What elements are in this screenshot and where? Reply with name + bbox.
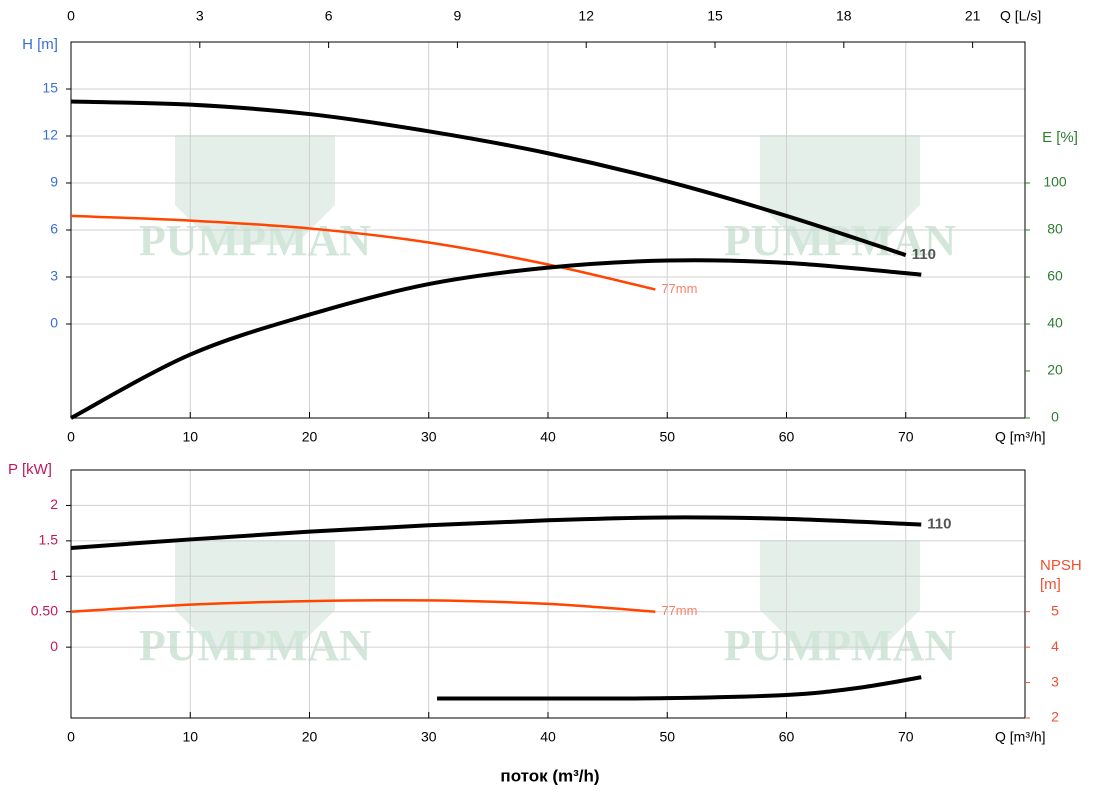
x-tick-label: 0	[67, 429, 75, 445]
x-tick-label: 40	[540, 729, 556, 745]
y-axis-label: P [kW]	[8, 461, 52, 478]
y2-tick-label: 20	[1047, 362, 1063, 378]
x2-tick-label: 12	[578, 8, 594, 24]
y-tick-label: 12	[42, 127, 58, 143]
y2-tick-label: 100	[1043, 174, 1067, 190]
y2-tick-label: 5	[1051, 602, 1059, 618]
curve-label: 77mm	[661, 603, 697, 618]
y-tick-label: 1.5	[39, 532, 59, 548]
y2-tick-label: 4	[1051, 638, 1059, 654]
x-axis-label: Q [m³/h]	[995, 429, 1046, 445]
x2-tick-label: 6	[325, 8, 333, 24]
x2-tick-label: 18	[836, 8, 852, 24]
x2-tick-label: 0	[67, 8, 75, 24]
y-tick-label: 0.50	[31, 602, 58, 618]
watermark: PUMPMAN	[724, 216, 956, 265]
x2-tick-label: 21	[965, 8, 981, 24]
curve	[70, 258, 922, 420]
y-tick-label: 0	[50, 315, 58, 331]
watermark-icon	[175, 135, 335, 245]
x-tick-label: 20	[302, 729, 318, 745]
y-tick-label: 6	[50, 221, 58, 237]
x-tick-label: 30	[421, 429, 437, 445]
y-tick-label: 3	[50, 268, 58, 284]
y2-tick-label: 40	[1047, 315, 1063, 331]
y-tick-label: 15	[42, 80, 58, 96]
watermark-icon	[760, 540, 920, 650]
x2-axis-label: Q [L/s]	[1000, 8, 1041, 24]
y2-tick-label: 2	[1051, 709, 1059, 725]
x-title: поток (m³/h)	[500, 766, 599, 785]
watermark: PUMPMAN	[724, 621, 956, 670]
curve-label: 77mm	[661, 281, 697, 296]
curve	[437, 675, 922, 701]
watermark-icon	[760, 135, 920, 245]
y-tick-label: 0	[50, 638, 58, 654]
x-tick-label: 70	[898, 729, 914, 745]
y-tick-label: 9	[50, 174, 58, 190]
x-tick-label: 60	[779, 729, 795, 745]
curve	[70, 598, 656, 613]
x2-tick-label: 9	[454, 8, 462, 24]
curve-label: 110	[912, 246, 936, 263]
y2-tick-label: 0	[1051, 409, 1059, 425]
x-tick-label: 10	[182, 429, 198, 445]
y2-tick-label: 3	[1051, 673, 1059, 689]
y-tick-label: 1	[50, 567, 58, 583]
watermark-icon	[175, 540, 335, 650]
y2-tick-label: 80	[1047, 221, 1063, 237]
x-tick-label: 50	[659, 729, 675, 745]
y-tick-label: 2	[50, 496, 58, 512]
watermark: PUMPMAN	[139, 621, 371, 670]
curve	[70, 515, 922, 550]
y2-axis-label: NPSH [m]	[1040, 557, 1082, 593]
x-tick-label: 30	[421, 729, 437, 745]
x-tick-label: 40	[540, 429, 556, 445]
y-axis-label: H [m]	[22, 36, 58, 53]
x-axis-label: Q [m³/h]	[995, 729, 1046, 745]
x-tick-label: 10	[182, 729, 198, 745]
y2-axis-label: E [%]	[1042, 129, 1078, 146]
x-tick-label: 60	[779, 429, 795, 445]
x-tick-label: 20	[302, 429, 318, 445]
x-tick-label: 50	[659, 429, 675, 445]
curve-label: 110	[927, 516, 951, 533]
curve	[70, 99, 907, 257]
x2-tick-label: 15	[707, 8, 723, 24]
x2-tick-label: 3	[196, 8, 204, 24]
y2-tick-label: 60	[1047, 268, 1063, 284]
x-tick-label: 0	[67, 729, 75, 745]
x-tick-label: 70	[898, 429, 914, 445]
